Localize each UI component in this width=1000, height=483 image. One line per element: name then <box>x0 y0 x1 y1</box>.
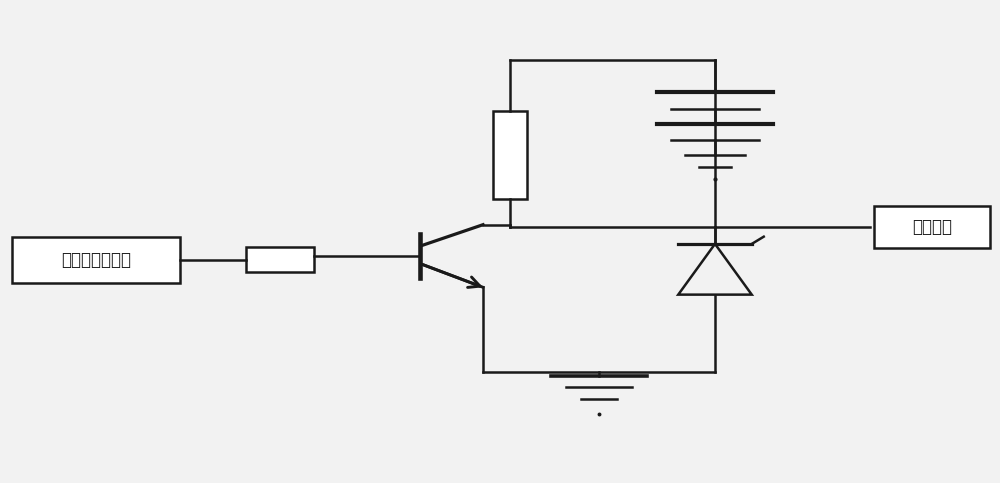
Bar <box>246 247 314 272</box>
Text: 触发信号: 触发信号 <box>912 218 952 236</box>
Bar <box>874 206 990 248</box>
Bar <box>493 111 527 199</box>
Text: 场同步输入信号: 场同步输入信号 <box>61 251 131 269</box>
Bar <box>12 237 180 283</box>
